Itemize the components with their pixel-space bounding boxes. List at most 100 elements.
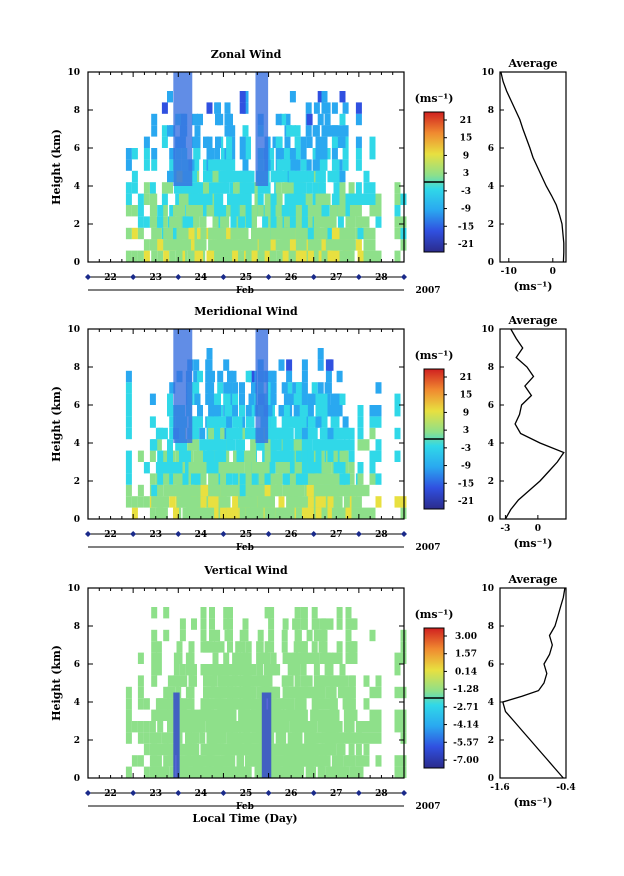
wind-cell — [173, 692, 180, 778]
month-label: Feb — [236, 802, 254, 812]
wind-cell — [327, 439, 334, 451]
wind-cell — [167, 743, 173, 756]
wind-cell — [294, 170, 301, 183]
profile-xlabel: (ms⁻¹) — [514, 280, 553, 293]
wind-cell — [215, 755, 221, 767]
wind-cell — [339, 743, 346, 756]
wind-cell — [173, 205, 179, 217]
wind-cell — [375, 496, 382, 508]
day-marker — [220, 790, 227, 796]
wind-cell — [220, 709, 227, 721]
wind-cell — [313, 629, 320, 642]
wind-cell — [226, 148, 233, 160]
wind-cell — [224, 205, 231, 217]
wind-cell — [221, 755, 227, 767]
wind-cell — [181, 675, 188, 687]
wind-cell — [301, 216, 308, 228]
wind-cell — [281, 182, 288, 194]
wind-cell — [155, 652, 162, 664]
wind-cell — [295, 629, 302, 642]
wind-cell — [283, 755, 290, 767]
wind-cell — [295, 450, 302, 462]
year-label: 2007 — [415, 543, 440, 553]
wind-cell — [214, 193, 221, 205]
wind-cell — [307, 405, 314, 417]
wind-cell — [125, 427, 132, 440]
wind-cell — [226, 250, 233, 262]
wind-cell — [315, 170, 322, 183]
wind-cell — [258, 473, 265, 485]
wind-cell — [287, 652, 294, 664]
wind-cell — [351, 193, 358, 205]
wind-cell — [203, 159, 209, 171]
wind-cell — [345, 507, 352, 519]
day-tick-label: 25 — [240, 789, 253, 799]
wind-cell — [214, 664, 221, 676]
wind-cell — [319, 496, 326, 508]
profile-y-tick-label: 0 — [488, 515, 494, 525]
wind-cell — [348, 743, 355, 756]
wind-cell — [327, 698, 334, 710]
profile-y-tick-label: 6 — [488, 144, 494, 154]
wind-cell — [244, 721, 251, 733]
wind-cell — [224, 102, 231, 114]
wind-cell — [355, 113, 362, 126]
wind-cell — [197, 113, 203, 126]
wind-cell — [197, 370, 203, 383]
wind-cell — [224, 743, 231, 756]
wind-cell — [239, 170, 246, 183]
colorbar-tick-label: 9 — [463, 151, 469, 161]
wind-cell — [218, 427, 225, 440]
wind-cell — [161, 102, 168, 114]
wind-cell — [327, 743, 334, 756]
wind-cell — [357, 416, 364, 428]
wind-cell — [333, 182, 340, 194]
wind-cell — [300, 239, 307, 251]
wind-cell — [327, 359, 334, 371]
y-tick-label: 0 — [74, 258, 80, 268]
wind-cell — [343, 473, 350, 485]
wind-cell — [339, 664, 346, 676]
wind-cell — [161, 507, 168, 519]
wind-cell — [179, 193, 185, 205]
wind-cell — [269, 239, 276, 251]
wind-cell — [137, 721, 144, 733]
wind-cell — [197, 405, 203, 417]
wind-cell — [345, 227, 352, 240]
wind-cell — [151, 159, 158, 171]
wind-cell — [137, 496, 144, 508]
wind-cell — [239, 193, 246, 205]
wind-cell — [167, 91, 173, 103]
wind-cell — [278, 405, 285, 417]
wind-cell — [264, 496, 271, 508]
wind-cell — [307, 755, 314, 767]
wind-cell — [157, 709, 164, 721]
wind-cell — [339, 170, 346, 183]
wind-cell — [315, 393, 322, 405]
wind-cell — [232, 507, 239, 519]
wind-cell — [295, 427, 302, 440]
wind-cell — [236, 450, 243, 462]
wind-cell — [157, 484, 164, 497]
wind-cell — [206, 348, 213, 360]
wind-cell — [151, 439, 158, 451]
wind-cell — [295, 698, 302, 710]
colorbar-tick-label: 3 — [463, 426, 469, 436]
wind-cell — [369, 227, 376, 240]
wind-cell — [283, 507, 290, 519]
wind-cell — [206, 462, 213, 474]
wind-cell — [327, 170, 334, 183]
day-tick-label: 25 — [240, 530, 253, 540]
wind-cell — [223, 359, 230, 371]
wind-cell — [143, 743, 150, 756]
wind-cell — [239, 102, 246, 114]
wind-cell — [289, 732, 296, 744]
wind-cell — [394, 182, 401, 194]
wind-cell — [300, 159, 307, 171]
wind-cell — [206, 193, 213, 205]
wind-cell — [345, 732, 352, 744]
wind-cell — [283, 462, 290, 474]
wind-cell — [125, 250, 132, 262]
wind-cell — [185, 732, 191, 744]
wind-cell — [182, 473, 189, 485]
